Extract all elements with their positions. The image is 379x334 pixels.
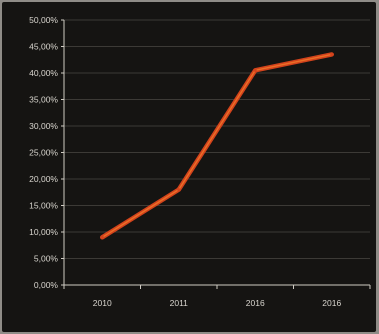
series-line [100,52,334,240]
series-line-highlight [101,53,333,239]
y-tick-label: 5,00% [34,254,59,264]
data-point [330,52,334,56]
series-group [100,52,334,240]
y-tick-label: 10,00% [29,227,58,237]
y-tick-label: 30,00% [29,121,58,131]
y-tick-label: 35,00% [29,95,58,105]
y-tick-label: 0,00% [34,280,59,290]
y-tick-label: 45,00% [29,42,58,52]
x-tick-label: 2010 [93,298,112,308]
y-tick-label: 25,00% [29,148,58,158]
x-tick-label: 2016 [246,298,265,308]
y-tick-label: 50,00% [29,15,58,25]
x-tick-label: 2011 [170,298,189,308]
data-point [253,68,257,72]
data-point [100,235,104,239]
y-tick-label: 20,00% [29,174,58,184]
chart-container: 0,00% 5,00% 10,00% 15,00% 20,00% 25,00% 30,00%… [2,2,376,332]
y-axis-ticks: 0,00% 5,00% 10,00% 15,00% 20,00% 25,00% 30,00%… [29,15,64,290]
x-tick-label: 2016 [322,298,341,308]
line-chart: 0,00% 5,00% 10,00% 15,00% 20,00% 25,00% 30,00%… [29,15,371,308]
x-axis-ticks: 2010 2011 2016 2016 [63,285,371,308]
data-point [177,188,181,192]
y-tick-label: 40,00% [29,68,58,78]
y-tick-label: 15,00% [29,201,58,211]
